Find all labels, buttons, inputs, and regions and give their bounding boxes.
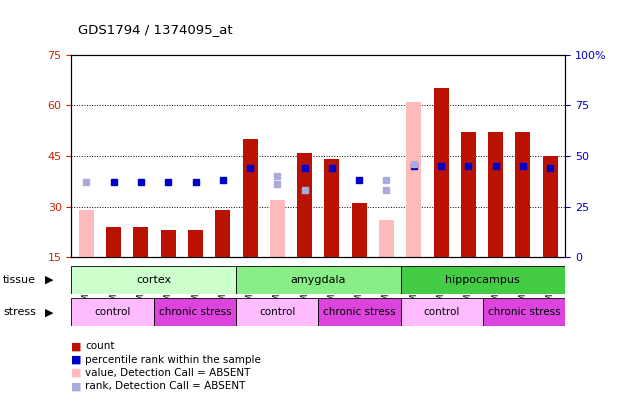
- Text: ■: ■: [71, 368, 82, 378]
- Bar: [488, 132, 503, 257]
- Bar: [483, 298, 565, 326]
- Bar: [543, 156, 558, 257]
- Text: control: control: [94, 307, 131, 317]
- Text: ■: ■: [71, 382, 82, 391]
- Text: control: control: [424, 307, 460, 317]
- Bar: [270, 200, 285, 257]
- Text: chronic stress: chronic stress: [158, 307, 231, 317]
- Bar: [515, 132, 530, 257]
- Text: percentile rank within the sample: percentile rank within the sample: [85, 355, 261, 364]
- Bar: [154, 298, 236, 326]
- Text: chronic stress: chronic stress: [323, 307, 396, 317]
- Bar: [433, 88, 448, 257]
- Bar: [401, 266, 565, 294]
- Text: ▶: ▶: [45, 307, 54, 317]
- Text: control: control: [259, 307, 296, 317]
- Bar: [71, 298, 154, 326]
- Bar: [461, 132, 476, 257]
- Bar: [188, 230, 203, 257]
- Text: rank, Detection Call = ABSENT: rank, Detection Call = ABSENT: [85, 382, 245, 391]
- Text: ■: ■: [71, 355, 82, 364]
- Bar: [71, 266, 236, 294]
- Bar: [79, 210, 94, 257]
- Bar: [236, 298, 319, 326]
- Text: count: count: [85, 341, 115, 351]
- Text: GDS1794 / 1374095_at: GDS1794 / 1374095_at: [78, 23, 232, 36]
- Text: chronic stress: chronic stress: [487, 307, 560, 317]
- Bar: [351, 203, 366, 257]
- Bar: [324, 159, 340, 257]
- Text: stress: stress: [3, 307, 36, 317]
- Bar: [406, 102, 421, 257]
- Text: amygdala: amygdala: [291, 275, 346, 285]
- Bar: [161, 230, 176, 257]
- Text: cortex: cortex: [136, 275, 171, 285]
- Bar: [379, 220, 394, 257]
- Bar: [243, 139, 258, 257]
- Text: value, Detection Call = ABSENT: value, Detection Call = ABSENT: [85, 368, 250, 378]
- Bar: [215, 210, 230, 257]
- Bar: [236, 266, 401, 294]
- Bar: [134, 227, 148, 257]
- Text: hippocampus: hippocampus: [445, 275, 520, 285]
- Bar: [401, 298, 483, 326]
- Text: ▶: ▶: [45, 275, 54, 285]
- Text: tissue: tissue: [3, 275, 36, 285]
- Text: ■: ■: [71, 341, 82, 351]
- Bar: [297, 217, 312, 257]
- Bar: [106, 227, 121, 257]
- Bar: [297, 153, 312, 257]
- Bar: [318, 298, 401, 326]
